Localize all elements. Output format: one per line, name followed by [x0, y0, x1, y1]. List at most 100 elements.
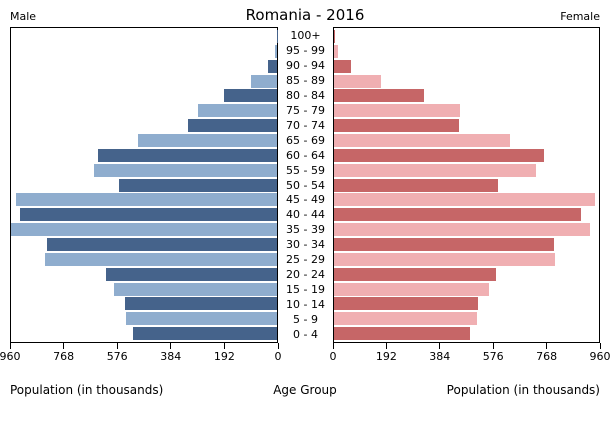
male-bar-row	[11, 59, 277, 74]
age-group-label: 15 - 19	[286, 283, 325, 297]
male-bar-row	[11, 148, 277, 163]
female-bar-row	[334, 237, 599, 252]
male-bar-row	[11, 163, 277, 178]
female-bar-row	[334, 222, 599, 237]
male-bar-row	[11, 207, 277, 222]
age-group-label: 10 - 14	[286, 298, 325, 312]
male-bar-row	[11, 222, 277, 237]
axis-gap	[278, 343, 333, 365]
female-bar	[334, 44, 338, 58]
x-tick-label: 960	[0, 350, 21, 363]
female-bar	[334, 59, 351, 73]
age-group-label: 30 - 34	[286, 238, 325, 252]
x-tick-label: 0	[274, 350, 282, 363]
male-bar-row	[11, 296, 277, 311]
age-group-label: 5 - 9	[293, 313, 318, 327]
female-bar-row	[334, 282, 599, 297]
age-group-label: 20 - 24	[286, 268, 325, 282]
female-bar	[334, 163, 536, 177]
male-bar	[198, 104, 277, 118]
male-bar	[124, 297, 277, 311]
male-bar-row	[11, 326, 277, 341]
x-tick-mark	[9, 343, 11, 349]
x-tick-mark	[223, 343, 225, 349]
female-bar-row	[334, 44, 599, 59]
female-bar-row	[334, 29, 599, 44]
x-tick-label: 768	[53, 350, 75, 363]
male-bar-row	[11, 118, 277, 133]
male-bar-row	[11, 88, 277, 103]
x-tick-mark	[385, 343, 387, 349]
female-bar	[334, 252, 556, 266]
x-tick-label: 0	[329, 350, 337, 363]
female-bar-row	[334, 148, 599, 163]
male-axis-caption: Population (in thousands)	[10, 383, 164, 397]
male-bar-row	[11, 103, 277, 118]
male-bar	[20, 208, 277, 222]
female-bar	[334, 119, 460, 133]
female-bar-row	[334, 326, 599, 341]
female-bar-row	[334, 192, 599, 207]
female-bar	[334, 29, 336, 43]
female-bar	[334, 282, 489, 296]
age-group-label: 25 - 29	[286, 253, 325, 267]
age-group-label: 90 - 94	[286, 58, 325, 72]
x-tick-mark	[116, 343, 118, 349]
male-bar	[125, 312, 277, 326]
male-bar-row	[11, 282, 277, 297]
female-bar	[334, 223, 591, 237]
female-bar	[334, 297, 479, 311]
female-bar-row	[334, 59, 599, 74]
age-group-label: 0 - 4	[293, 328, 318, 342]
male-bar-row	[11, 133, 277, 148]
male-panel	[10, 27, 278, 343]
male-bar	[251, 74, 277, 88]
age-group-label: 35 - 39	[286, 223, 325, 237]
female-axis-caption: Population (in thousands)	[446, 383, 600, 397]
male-bar	[11, 223, 277, 237]
pyramid-plot-area: 100+ 95 - 99 90 - 94 85 - 89 80 - 84 75 - 79 7…	[10, 27, 600, 343]
female-panel	[333, 27, 600, 343]
x-tick-mark	[332, 343, 334, 349]
age-group-caption: Age Group	[273, 383, 337, 397]
male-bar-row	[11, 267, 277, 282]
x-tick-mark	[546, 343, 548, 349]
female-bar-row	[334, 74, 599, 89]
male-bar-row	[11, 178, 277, 193]
male-bar-row	[11, 237, 277, 252]
male-bar-row	[11, 252, 277, 267]
x-tick-label: 576	[106, 350, 128, 363]
female-axis-ticks: 0 192 384 576 768 960	[329, 343, 610, 365]
female-bar	[334, 74, 381, 88]
age-group-label: 85 - 89	[286, 73, 325, 87]
x-tick-mark	[170, 343, 172, 349]
male-bar	[118, 178, 277, 192]
x-tick-label: 192	[213, 350, 235, 363]
male-bar	[106, 267, 277, 281]
age-group-label: 45 - 49	[286, 193, 325, 207]
female-bar-row	[334, 163, 599, 178]
female-bar-row	[334, 88, 599, 103]
female-bar	[334, 193, 596, 207]
male-bar	[187, 119, 277, 133]
x-tick-mark	[492, 343, 494, 349]
age-group-label: 80 - 84	[286, 88, 325, 102]
male-axis-ticks: 0 192 384 576 768 960	[0, 343, 282, 365]
female-bar-row	[334, 103, 599, 118]
male-bar-row	[11, 29, 277, 44]
female-side-label: Female	[560, 10, 600, 23]
x-tick-label: 960	[589, 350, 610, 363]
age-group-label: 55 - 59	[286, 163, 325, 177]
male-bar-row	[11, 74, 277, 89]
x-tick-label: 768	[536, 350, 558, 363]
male-bar-row	[11, 44, 277, 59]
female-bar-row	[334, 118, 599, 133]
x-tick-mark	[439, 343, 441, 349]
female-bar	[334, 104, 461, 118]
x-tick-mark	[277, 343, 279, 349]
x-axis-row: 0 192 384 576 768 960 0 192 384 576 768 960	[0, 343, 610, 365]
male-bar	[113, 282, 277, 296]
male-bar	[45, 252, 277, 266]
female-bar	[334, 208, 581, 222]
